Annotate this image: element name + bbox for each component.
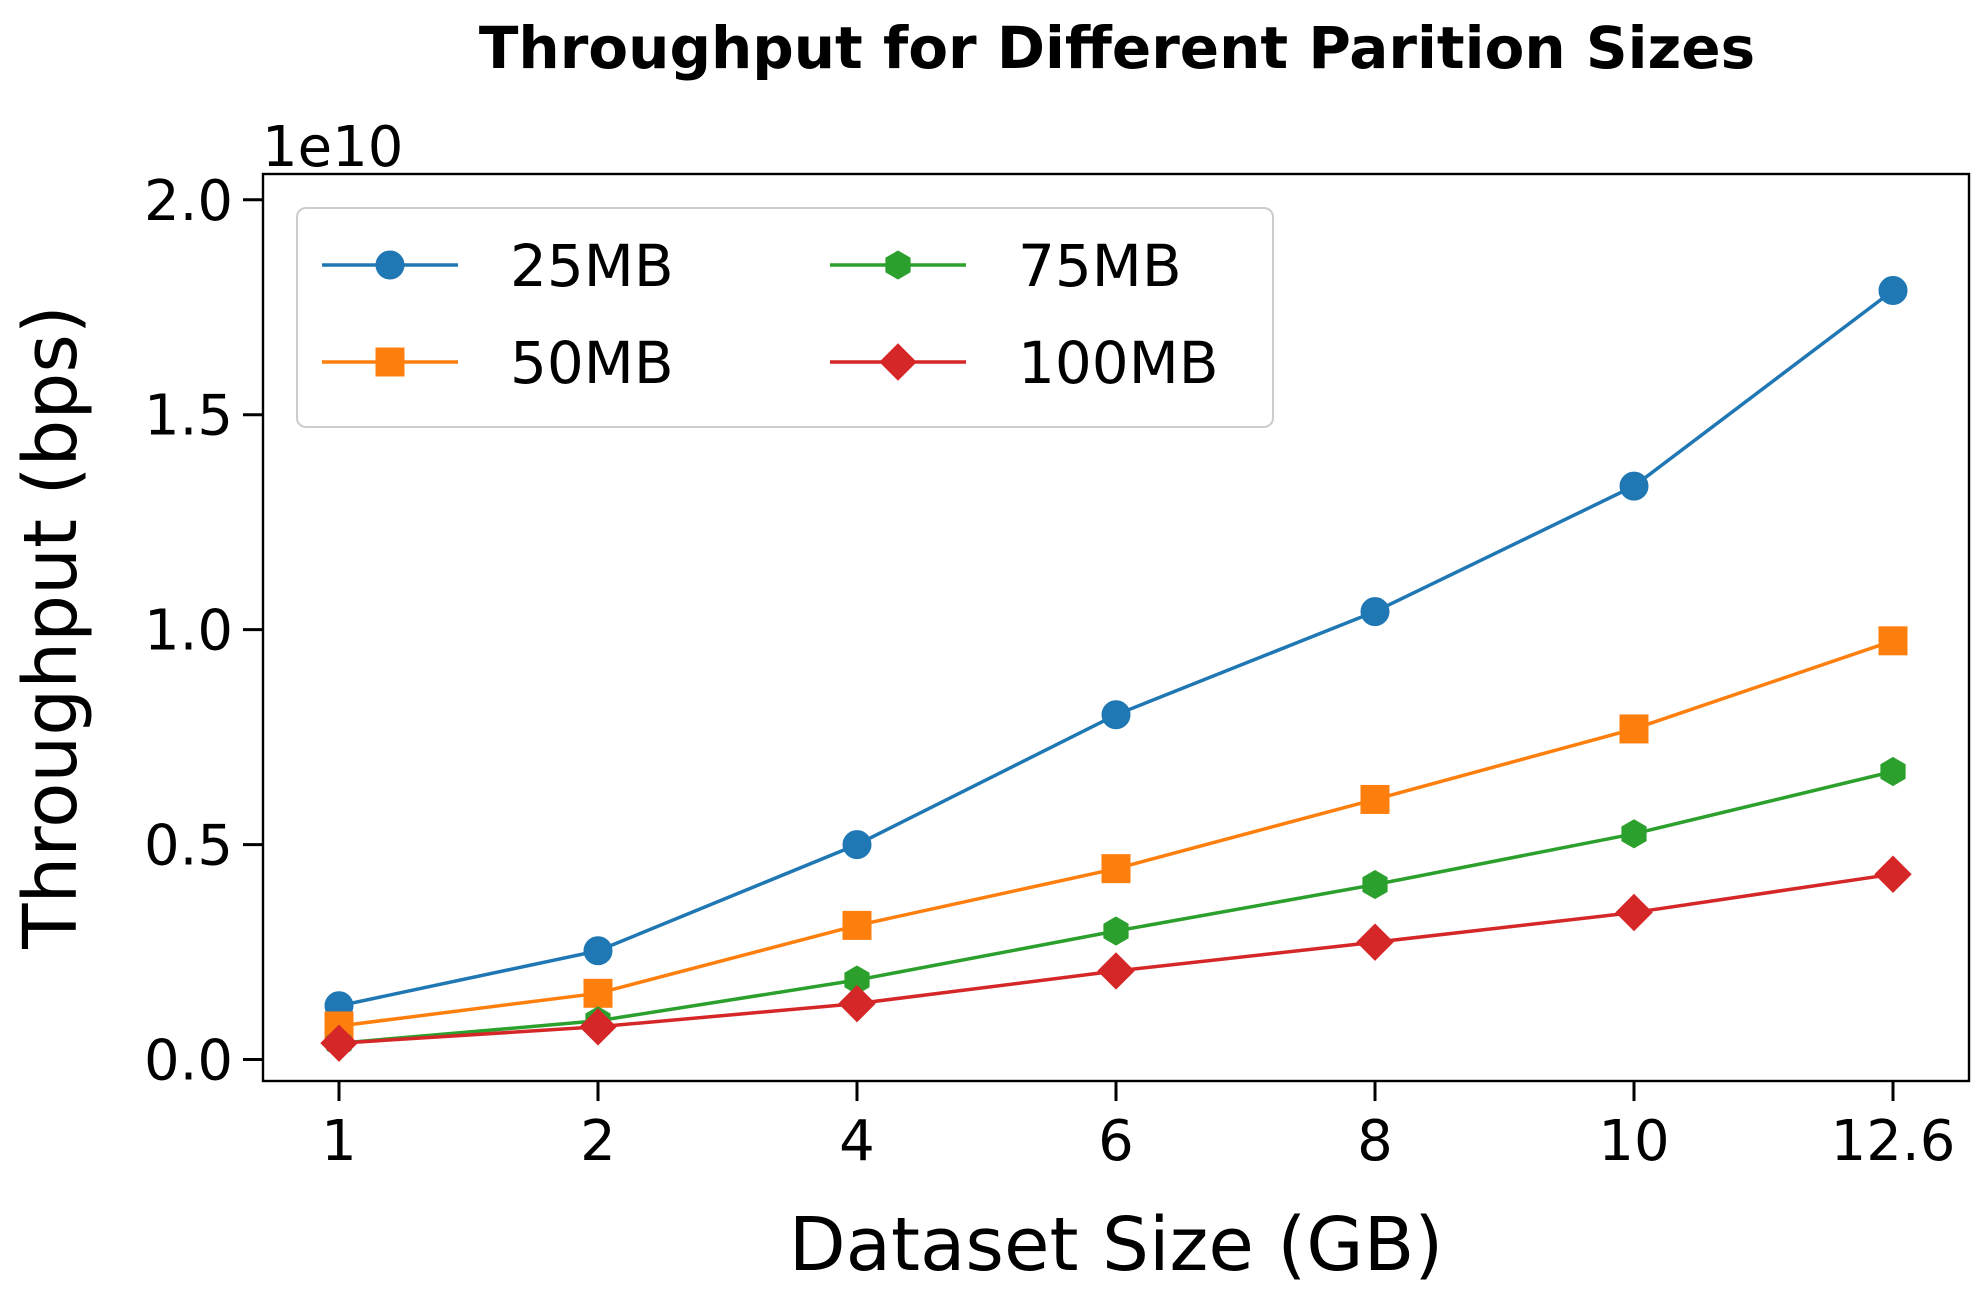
legend-marker — [885, 250, 911, 280]
data-point — [1878, 275, 1908, 305]
data-point — [583, 978, 613, 1008]
data-point — [842, 910, 872, 940]
legend-label: 100MB — [1018, 329, 1219, 397]
x-axis-label: Dataset Size (GB) — [789, 1202, 1444, 1288]
data-point — [1615, 893, 1653, 932]
legend-entry-25mb: 25MB — [322, 232, 674, 300]
data-point — [1874, 855, 1912, 893]
series-100mb — [320, 855, 1912, 1062]
x-tick-label: 10 — [1598, 1109, 1669, 1174]
data-point — [1101, 854, 1131, 884]
x-tick-label: 12.6 — [1831, 1109, 1956, 1174]
y-offset-label: 1e10 — [262, 115, 403, 180]
x-tick-label: 2 — [580, 1109, 616, 1174]
data-point — [1362, 870, 1388, 900]
series-25mb — [324, 275, 1908, 1021]
data-point — [1103, 916, 1129, 946]
legend-marker — [879, 343, 917, 381]
data-point — [1356, 923, 1394, 961]
legend-entry-50mb: 50MB — [322, 329, 674, 397]
legend-label: 25MB — [510, 232, 674, 300]
legend-label: 75MB — [1018, 232, 1182, 300]
y-tick-label: 0.5 — [144, 814, 233, 879]
legend-box — [296, 207, 1274, 428]
x-tick-label: 4 — [839, 1109, 875, 1174]
series-layer — [320, 275, 1912, 1062]
data-point — [1880, 756, 1906, 787]
legend-marker — [375, 347, 405, 377]
legend-entry-75mb: 75MB — [830, 232, 1182, 300]
data-point — [1101, 700, 1131, 730]
data-point — [842, 830, 872, 860]
x-tick-label: 8 — [1357, 1109, 1393, 1174]
chart-title: Throughput for Different Parition Sizes — [479, 14, 1755, 82]
legend-entries: 25MB 50MB 75MB 100MB — [322, 232, 1219, 397]
legend: 25MB 50MB 75MB 100MB — [296, 207, 1274, 428]
y-axis-ticks: 0.0 0.5 1.0 1.5 2.0 — [144, 169, 263, 1094]
legend-label: 50MB — [510, 329, 674, 397]
data-point — [1621, 819, 1647, 849]
data-point — [320, 1024, 358, 1062]
y-tick-label: 2.0 — [144, 169, 233, 234]
y-tick-label: 1.5 — [144, 384, 233, 449]
y-axis-label: Throughput (bps) — [8, 305, 94, 950]
data-point — [838, 984, 876, 1023]
data-point — [1360, 597, 1390, 627]
plot-area-frame — [261, 172, 1971, 1083]
legend-entry-100mb: 100MB — [830, 329, 1219, 397]
x-tick-label: 6 — [1098, 1109, 1134, 1174]
data-point — [583, 936, 613, 966]
x-tick-label: 1 — [321, 1109, 357, 1174]
x-axis-ticks: 1 2 4 6 8 10 12.6 — [321, 1081, 1955, 1174]
data-point — [1360, 784, 1390, 814]
data-point — [1097, 952, 1135, 990]
legend-marker — [375, 250, 405, 280]
y-tick-label: 1.0 — [144, 599, 233, 664]
data-point — [1619, 714, 1649, 744]
data-point — [1878, 626, 1908, 656]
y-tick-label: 0.0 — [144, 1029, 233, 1094]
data-point — [579, 1008, 617, 1046]
data-point — [1619, 471, 1649, 501]
